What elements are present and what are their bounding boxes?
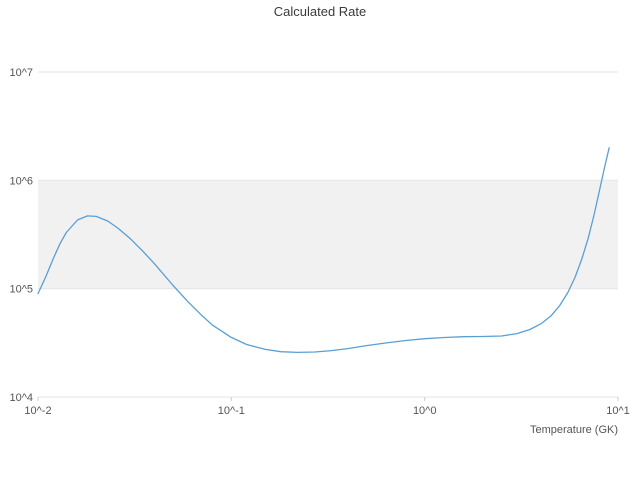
x-tick-label: 10^1 (606, 405, 630, 417)
y-tick-label: 10^5 (9, 284, 33, 296)
x-tick-label: 10^0 (413, 405, 437, 417)
y-tick-label: 10^4 (9, 392, 33, 404)
x-axis-label: Temperature (GK) (529, 424, 618, 436)
y-tick-label: 10^6 (9, 175, 33, 187)
shaded-band (38, 180, 618, 289)
y-tick-label: 10^7 (9, 67, 33, 79)
series-line (37, 147, 610, 354)
chart-title: Calculated Rate (273, 4, 367, 19)
x-tick-label: 10^-2 (24, 405, 51, 417)
x-tick-label: 10^-1 (218, 405, 245, 417)
